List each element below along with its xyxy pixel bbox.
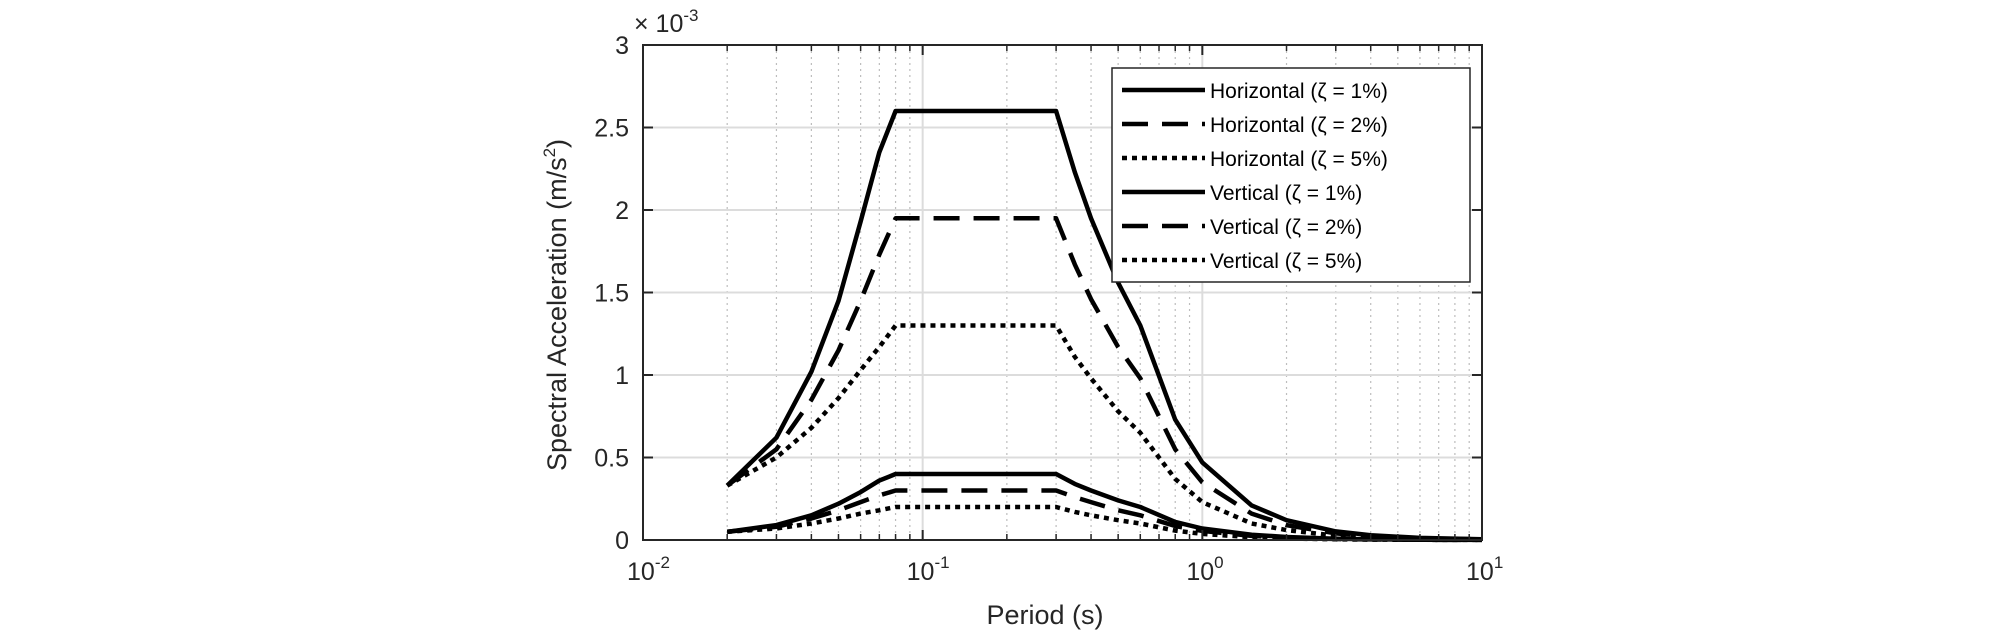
tick-marks <box>642 44 1482 541</box>
legend: Horizontal (ζ = 1%) Horizontal (ζ = 2%) Ho… <box>1111 67 1471 283</box>
x-tick-label: 101 <box>1466 553 1503 586</box>
y-tick-label: 0 <box>615 527 629 555</box>
y-multiplier: × 10-3 <box>634 6 698 38</box>
y-tick-label: 0.5 <box>594 445 629 473</box>
y-tick-labels: 0 0.5 1 1.5 2 2.5 3 <box>594 32 629 555</box>
series-line <box>725 216 1483 542</box>
x-tick-labels: 10-2 10-1 100 101 <box>627 553 1503 586</box>
x-tick-label: 10-1 <box>907 553 950 586</box>
x-tick-label: 100 <box>1186 553 1223 586</box>
legend-entry: Vertical (ζ = 5%) <box>1210 250 1362 273</box>
y-tick-label: 3 <box>615 32 629 60</box>
legend-entry: Vertical (ζ = 2%) <box>1210 216 1362 239</box>
series-line <box>726 323 1483 542</box>
series-line <box>727 504 1483 543</box>
legend-entry: Vertical (ζ = 1%) <box>1210 182 1362 205</box>
legend-entry: Horizontal (ζ = 2%) <box>1210 114 1388 137</box>
series-line <box>725 108 1483 542</box>
x-tick-label: 10-2 <box>627 553 670 586</box>
y-tick-label: 1 <box>615 362 629 390</box>
series-line <box>726 488 1483 543</box>
y-tick-label: 1.5 <box>594 280 629 308</box>
legend-box <box>1111 67 1471 283</box>
grid <box>642 45 1482 540</box>
series-lines <box>725 108 1483 543</box>
y-axis-label: Spectral Acceleration (m/s2) <box>540 139 572 471</box>
y-tick-label: 2.5 <box>594 115 629 143</box>
legend-entry: Horizontal (ζ = 5%) <box>1210 148 1388 171</box>
legend-entry: Horizontal (ζ = 1%) <box>1210 80 1388 103</box>
y-tick-label: 2 <box>615 197 629 225</box>
x-axis-label: Period (s) <box>986 600 1103 630</box>
